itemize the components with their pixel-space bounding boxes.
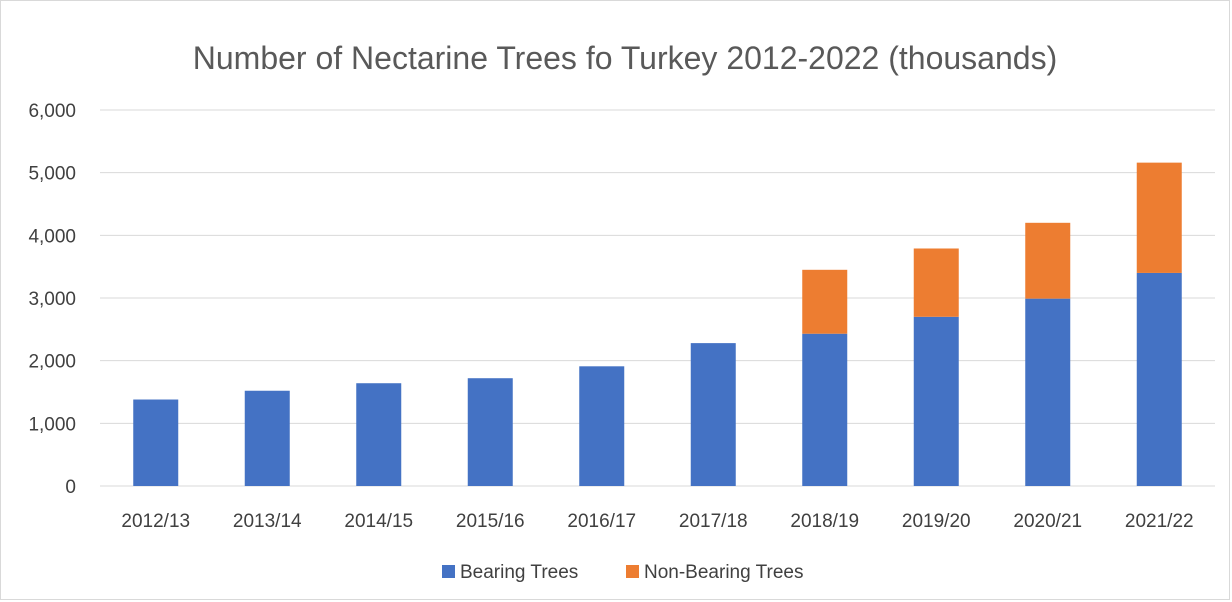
y-tick-label: 1,000 (28, 414, 76, 435)
y-tick-label: 5,000 (28, 164, 76, 185)
x-tick-label: 2021/22 (1125, 511, 1194, 532)
x-tick-label: 2019/20 (902, 511, 971, 532)
bars (133, 162, 1182, 486)
legend-label: Non-Bearing Trees (644, 562, 803, 583)
x-axis-tick-labels: 2012/13 2013/14 2014/15 2015/16 2016/17 2017/… (121, 511, 1193, 532)
bar-non-bearing-trees-2021-22 (1136, 162, 1182, 273)
bar-bearing-trees-2014-15 (356, 383, 402, 486)
bar-bearing-trees-2021-22 (1136, 272, 1182, 486)
x-tick-label: 2018/19 (790, 511, 859, 532)
bar-bearing-trees-2019-20 (913, 316, 959, 486)
bar-bearing-trees-2012-13 (133, 399, 179, 486)
y-tick-label: 6,000 (28, 101, 76, 122)
y-tick-label: 3,000 (28, 289, 76, 310)
bar-bearing-trees-2016-17 (579, 366, 625, 486)
legend-swatch (442, 565, 455, 578)
bar-bearing-trees-2020-21 (1025, 298, 1071, 486)
x-tick-label: 2012/13 (121, 511, 190, 532)
x-tick-label: 2013/14 (233, 511, 302, 532)
bar-bearing-trees-2015-16 (467, 378, 513, 486)
bar-non-bearing-trees-2020-21 (1025, 222, 1071, 299)
x-tick-label: 2017/18 (679, 511, 748, 532)
legend: Bearing Trees Non-Bearing Trees (442, 562, 803, 583)
legend-swatch (626, 565, 639, 578)
legend-label: Bearing Trees (460, 562, 578, 583)
bar-non-bearing-trees-2019-20 (913, 248, 959, 317)
x-tick-label: 2016/17 (567, 511, 636, 532)
y-tick-label: 4,000 (28, 226, 76, 247)
x-tick-label: 2020/21 (1013, 511, 1082, 532)
x-tick-label: 2014/15 (344, 511, 413, 532)
y-tick-label: 0 (65, 477, 76, 498)
x-tick-label: 2015/16 (456, 511, 525, 532)
chart-title: Number of Nectarine Trees fo Turkey 2012… (193, 40, 1057, 76)
bar-bearing-trees-2018-19 (802, 333, 848, 486)
bar-bearing-trees-2017-18 (690, 343, 736, 486)
y-axis-tick-labels: 0 1,000 2,000 3,000 4,000 5,000 6,000 (28, 101, 76, 498)
bar-bearing-trees-2013-14 (244, 390, 290, 486)
bar-non-bearing-trees-2018-19 (802, 269, 848, 334)
y-tick-label: 2,000 (28, 352, 76, 373)
